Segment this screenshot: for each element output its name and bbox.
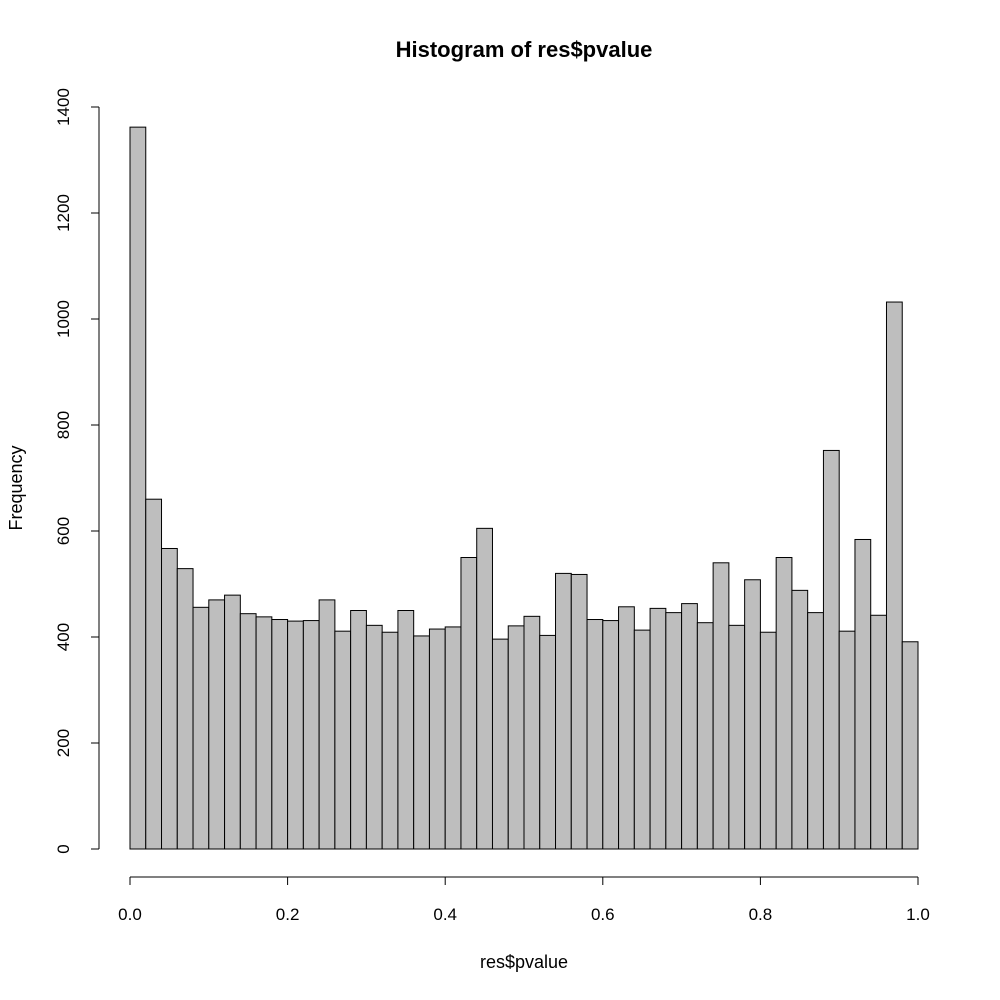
histogram-bar: [397, 610, 415, 850]
histogram-bar: [744, 579, 761, 850]
y-tick-label: 400: [54, 623, 73, 651]
histogram-bar: [649, 607, 667, 850]
histogram-bar: [681, 603, 698, 850]
chart-title: Histogram of res$pvalue: [396, 37, 653, 62]
histogram-bar: [618, 606, 635, 850]
x-axis: 0.0 0.2 0.4 0.6 0.8 1.0: [118, 876, 930, 924]
y-tick-label: 1200: [54, 194, 73, 232]
x-tick-label: 0.0: [118, 905, 142, 924]
histogram-bar: [791, 589, 809, 850]
histogram-bar: [775, 557, 793, 850]
histogram-bar: [255, 616, 273, 850]
y-tick-label: 0: [54, 844, 73, 853]
histogram-bar: [586, 619, 604, 850]
histogram-bar: [523, 615, 541, 850]
histogram-bar: [665, 612, 683, 850]
histogram-bar: [460, 557, 478, 850]
histogram-bar: [476, 527, 493, 850]
y-tick-label: 600: [54, 517, 73, 545]
histogram-bar: [145, 498, 163, 850]
histogram-bar: [870, 614, 887, 850]
histogram-bar: [854, 538, 872, 850]
x-tick-label: 0.4: [433, 905, 457, 924]
histogram-bar: [539, 634, 557, 850]
histogram-bar: [428, 628, 446, 850]
histogram-bar: [208, 599, 226, 850]
histogram-bar: [318, 599, 336, 850]
histogram-bar: [239, 613, 257, 850]
y-axis-label: Frequency: [6, 445, 26, 530]
histogram-bar: [901, 641, 919, 850]
histogram-bar: [491, 638, 509, 850]
histogram-bar: [444, 626, 462, 850]
y-tick-label: 1000: [54, 300, 73, 338]
bars-group: [129, 126, 919, 850]
histogram-bar: [728, 624, 746, 850]
histogram-bar: [633, 629, 651, 850]
x-axis-label: res$pvalue: [480, 952, 568, 972]
histogram-bar: [759, 631, 777, 850]
histogram-bar: [287, 620, 304, 850]
histogram-bar: [838, 630, 856, 850]
histogram-bar: [271, 619, 289, 850]
histogram-bar: [507, 625, 525, 850]
histogram-bar: [176, 568, 194, 850]
histogram-bar: [192, 606, 210, 850]
histogram-bar: [224, 594, 241, 850]
x-tick-label: 0.8: [749, 905, 773, 924]
histogram-bar: [350, 610, 367, 850]
histogram-bar: [161, 547, 178, 850]
histogram-bar: [381, 631, 399, 850]
histogram-bar: [885, 301, 903, 850]
x-tick-label: 0.2: [276, 905, 300, 924]
histogram-bar: [365, 624, 383, 850]
histogram-bar: [302, 620, 320, 850]
y-tick-label: 800: [54, 411, 73, 439]
histogram-bar: [807, 612, 824, 850]
histogram-bar: [570, 573, 588, 850]
histogram-bar: [129, 126, 147, 850]
histogram-bar: [602, 620, 620, 850]
histogram-bar: [334, 630, 352, 850]
x-tick-label: 1.0: [906, 905, 930, 924]
x-tick-label: 0.6: [591, 905, 615, 924]
histogram-bar: [413, 635, 430, 850]
histogram-bar: [555, 572, 572, 850]
histogram-bar: [712, 562, 730, 850]
histogram-bar: [822, 449, 840, 850]
histogram-bar: [696, 622, 714, 850]
y-tick-label: 200: [54, 729, 73, 757]
y-axis: 0 200 400 600 800 1000 1200 1400: [54, 88, 100, 854]
y-tick-label: 1400: [54, 88, 73, 126]
